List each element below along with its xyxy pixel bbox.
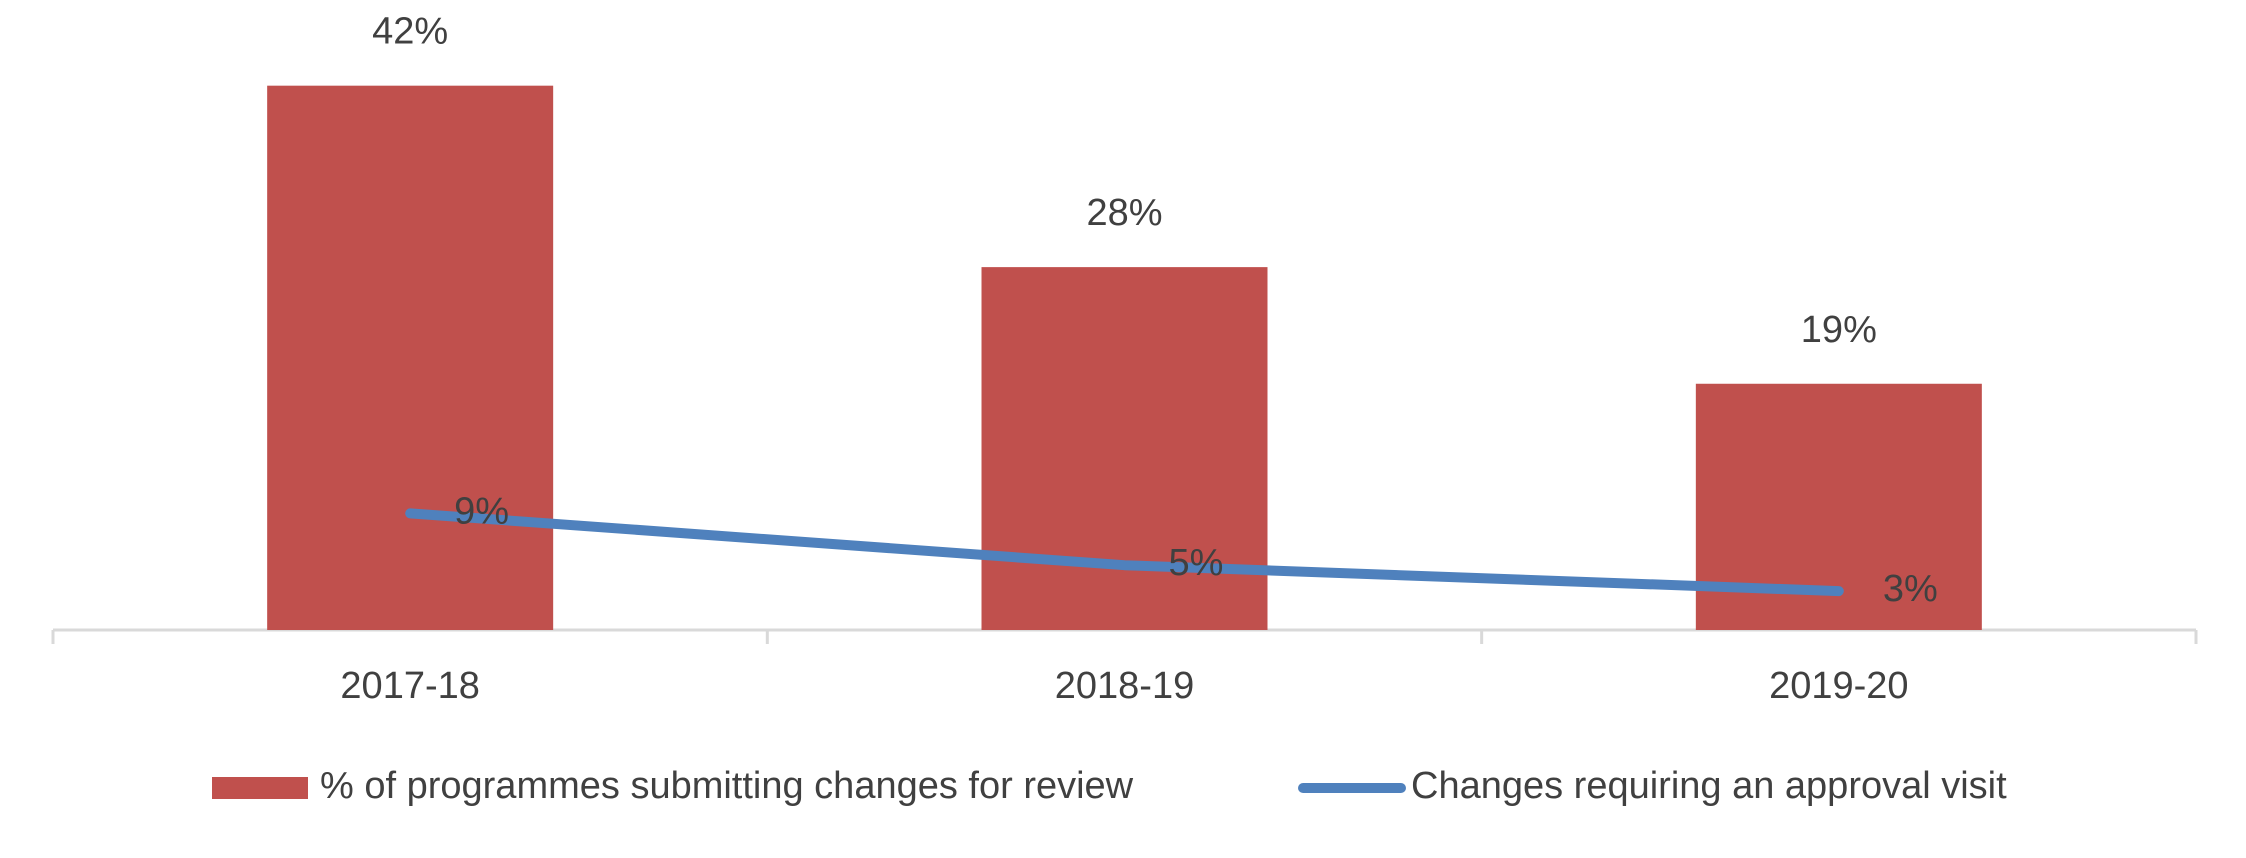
x-tick-label: 2017-18: [340, 665, 479, 707]
line: [405, 508, 1844, 597]
line-value-label: 9%: [454, 490, 509, 532]
bar-value-label: 19%: [1801, 309, 1877, 351]
bar-value-label: 42%: [372, 11, 448, 53]
line-value-label: 3%: [1883, 568, 1938, 610]
bar: [267, 85, 554, 631]
bar-value-label: 28%: [1086, 192, 1162, 234]
legend-label: % of programmes submitting changes for r…: [320, 765, 1134, 807]
legend-swatch: [212, 777, 308, 799]
x-tick-label: 2018-19: [1055, 665, 1194, 707]
bar: [981, 267, 1268, 630]
line-value-label: 5%: [1169, 542, 1224, 584]
x-tick-label: 2019-20: [1769, 665, 1908, 707]
legend-label: Changes requiring an approval visit: [1411, 765, 2007, 807]
